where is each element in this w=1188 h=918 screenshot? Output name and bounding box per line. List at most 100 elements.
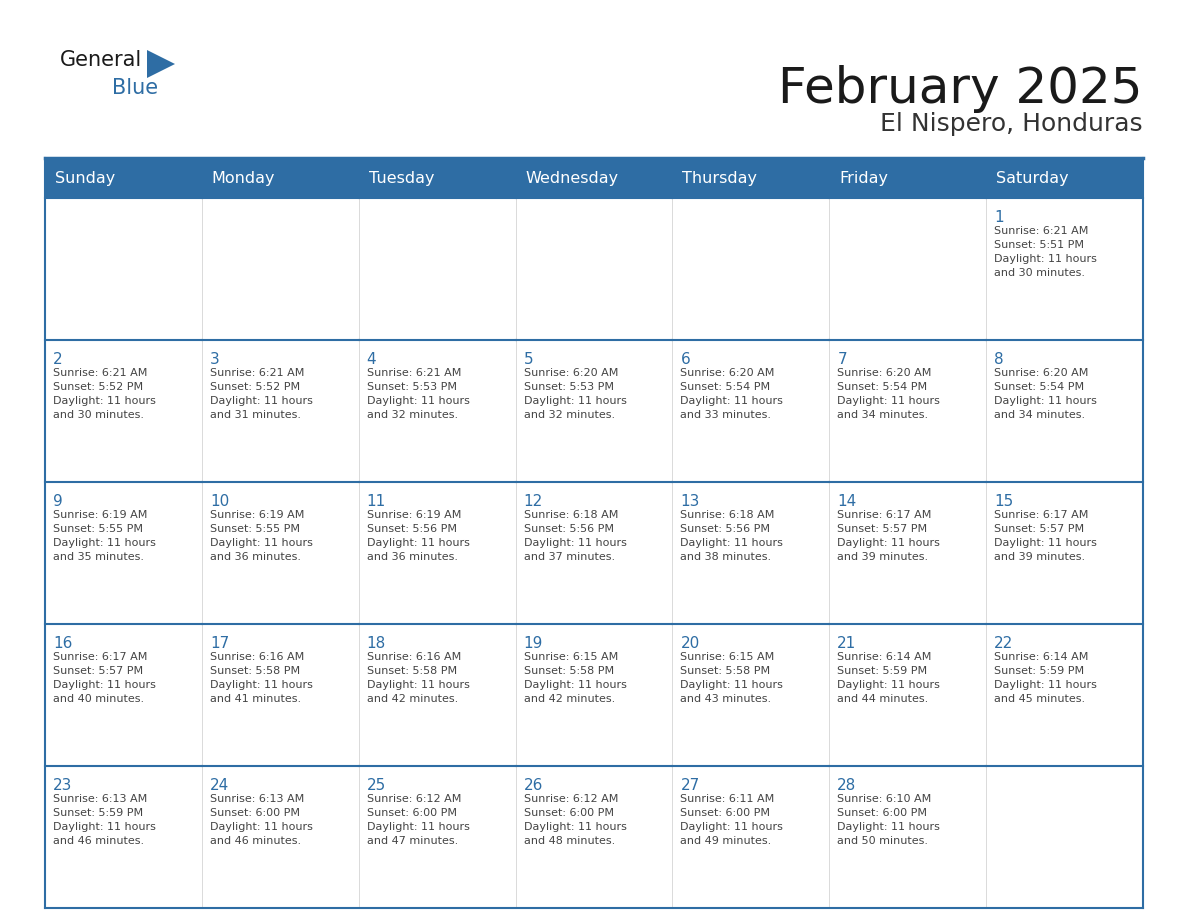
Text: Monday: Monday — [211, 171, 276, 185]
Text: Tuesday: Tuesday — [368, 171, 435, 185]
Text: 12: 12 — [524, 494, 543, 509]
Text: 10: 10 — [210, 494, 229, 509]
Text: Sunrise: 6:15 AM
Sunset: 5:58 PM
Daylight: 11 hours
and 42 minutes.: Sunrise: 6:15 AM Sunset: 5:58 PM Dayligh… — [524, 652, 626, 704]
Text: Sunrise: 6:20 AM
Sunset: 5:54 PM
Daylight: 11 hours
and 34 minutes.: Sunrise: 6:20 AM Sunset: 5:54 PM Dayligh… — [838, 368, 940, 420]
Bar — [516, 198, 672, 340]
Text: Sunrise: 6:20 AM
Sunset: 5:53 PM
Daylight: 11 hours
and 32 minutes.: Sunrise: 6:20 AM Sunset: 5:53 PM Dayligh… — [524, 368, 626, 420]
Text: El Nispero, Honduras: El Nispero, Honduras — [880, 112, 1143, 136]
Text: Sunrise: 6:19 AM
Sunset: 5:55 PM
Daylight: 11 hours
and 35 minutes.: Sunrise: 6:19 AM Sunset: 5:55 PM Dayligh… — [53, 510, 156, 562]
Bar — [202, 198, 359, 340]
Text: Sunrise: 6:21 AM
Sunset: 5:52 PM
Daylight: 11 hours
and 30 minutes.: Sunrise: 6:21 AM Sunset: 5:52 PM Dayligh… — [53, 368, 156, 420]
Text: 3: 3 — [210, 352, 220, 367]
Bar — [359, 624, 516, 766]
Text: 17: 17 — [210, 636, 229, 651]
Bar — [45, 482, 202, 624]
Bar — [45, 158, 1143, 198]
Bar — [516, 766, 672, 908]
Text: 15: 15 — [994, 494, 1013, 509]
Text: Thursday: Thursday — [682, 171, 758, 185]
Text: Sunrise: 6:10 AM
Sunset: 6:00 PM
Daylight: 11 hours
and 50 minutes.: Sunrise: 6:10 AM Sunset: 6:00 PM Dayligh… — [838, 794, 940, 846]
Text: Sunrise: 6:20 AM
Sunset: 5:54 PM
Daylight: 11 hours
and 34 minutes.: Sunrise: 6:20 AM Sunset: 5:54 PM Dayligh… — [994, 368, 1097, 420]
Text: Sunrise: 6:12 AM
Sunset: 6:00 PM
Daylight: 11 hours
and 47 minutes.: Sunrise: 6:12 AM Sunset: 6:00 PM Dayligh… — [367, 794, 469, 846]
Text: Blue: Blue — [112, 78, 158, 98]
Bar — [202, 766, 359, 908]
Text: Sunrise: 6:11 AM
Sunset: 6:00 PM
Daylight: 11 hours
and 49 minutes.: Sunrise: 6:11 AM Sunset: 6:00 PM Dayligh… — [681, 794, 783, 846]
Text: 7: 7 — [838, 352, 847, 367]
Text: 23: 23 — [53, 778, 72, 793]
Bar — [672, 766, 829, 908]
Text: 9: 9 — [53, 494, 63, 509]
Bar — [829, 766, 986, 908]
Text: Sunrise: 6:19 AM
Sunset: 5:55 PM
Daylight: 11 hours
and 36 minutes.: Sunrise: 6:19 AM Sunset: 5:55 PM Dayligh… — [210, 510, 312, 562]
Bar — [986, 198, 1143, 340]
Text: Friday: Friday — [839, 171, 889, 185]
Bar — [672, 482, 829, 624]
Text: Sunrise: 6:14 AM
Sunset: 5:59 PM
Daylight: 11 hours
and 45 minutes.: Sunrise: 6:14 AM Sunset: 5:59 PM Dayligh… — [994, 652, 1097, 704]
Bar — [829, 340, 986, 482]
Text: Sunrise: 6:16 AM
Sunset: 5:58 PM
Daylight: 11 hours
and 41 minutes.: Sunrise: 6:16 AM Sunset: 5:58 PM Dayligh… — [210, 652, 312, 704]
Text: Sunrise: 6:13 AM
Sunset: 5:59 PM
Daylight: 11 hours
and 46 minutes.: Sunrise: 6:13 AM Sunset: 5:59 PM Dayligh… — [53, 794, 156, 846]
Bar — [516, 340, 672, 482]
Text: Sunrise: 6:16 AM
Sunset: 5:58 PM
Daylight: 11 hours
and 42 minutes.: Sunrise: 6:16 AM Sunset: 5:58 PM Dayligh… — [367, 652, 469, 704]
Bar — [359, 340, 516, 482]
Text: 18: 18 — [367, 636, 386, 651]
Text: Wednesday: Wednesday — [525, 171, 619, 185]
Text: February 2025: February 2025 — [778, 65, 1143, 113]
Bar — [986, 624, 1143, 766]
Text: 22: 22 — [994, 636, 1013, 651]
Text: Sunrise: 6:17 AM
Sunset: 5:57 PM
Daylight: 11 hours
and 40 minutes.: Sunrise: 6:17 AM Sunset: 5:57 PM Dayligh… — [53, 652, 156, 704]
Text: 27: 27 — [681, 778, 700, 793]
Text: Sunrise: 6:18 AM
Sunset: 5:56 PM
Daylight: 11 hours
and 37 minutes.: Sunrise: 6:18 AM Sunset: 5:56 PM Dayligh… — [524, 510, 626, 562]
Text: Sunrise: 6:21 AM
Sunset: 5:51 PM
Daylight: 11 hours
and 30 minutes.: Sunrise: 6:21 AM Sunset: 5:51 PM Dayligh… — [994, 226, 1097, 278]
Bar — [202, 340, 359, 482]
Text: 20: 20 — [681, 636, 700, 651]
Polygon shape — [147, 50, 175, 78]
Bar — [986, 340, 1143, 482]
Text: Sunrise: 6:17 AM
Sunset: 5:57 PM
Daylight: 11 hours
and 39 minutes.: Sunrise: 6:17 AM Sunset: 5:57 PM Dayligh… — [838, 510, 940, 562]
Bar — [829, 198, 986, 340]
Bar — [359, 766, 516, 908]
Text: 28: 28 — [838, 778, 857, 793]
Text: Sunrise: 6:15 AM
Sunset: 5:58 PM
Daylight: 11 hours
and 43 minutes.: Sunrise: 6:15 AM Sunset: 5:58 PM Dayligh… — [681, 652, 783, 704]
Text: Sunrise: 6:21 AM
Sunset: 5:52 PM
Daylight: 11 hours
and 31 minutes.: Sunrise: 6:21 AM Sunset: 5:52 PM Dayligh… — [210, 368, 312, 420]
Bar — [359, 482, 516, 624]
Text: General: General — [61, 50, 143, 70]
Text: Sunrise: 6:17 AM
Sunset: 5:57 PM
Daylight: 11 hours
and 39 minutes.: Sunrise: 6:17 AM Sunset: 5:57 PM Dayligh… — [994, 510, 1097, 562]
Text: 2: 2 — [53, 352, 63, 367]
Bar — [45, 340, 202, 482]
Text: Sunrise: 6:19 AM
Sunset: 5:56 PM
Daylight: 11 hours
and 36 minutes.: Sunrise: 6:19 AM Sunset: 5:56 PM Dayligh… — [367, 510, 469, 562]
Text: 26: 26 — [524, 778, 543, 793]
Text: Sunrise: 6:20 AM
Sunset: 5:54 PM
Daylight: 11 hours
and 33 minutes.: Sunrise: 6:20 AM Sunset: 5:54 PM Dayligh… — [681, 368, 783, 420]
Text: Sunrise: 6:13 AM
Sunset: 6:00 PM
Daylight: 11 hours
and 46 minutes.: Sunrise: 6:13 AM Sunset: 6:00 PM Dayligh… — [210, 794, 312, 846]
Text: 6: 6 — [681, 352, 690, 367]
Text: Sunrise: 6:14 AM
Sunset: 5:59 PM
Daylight: 11 hours
and 44 minutes.: Sunrise: 6:14 AM Sunset: 5:59 PM Dayligh… — [838, 652, 940, 704]
Text: Sunrise: 6:18 AM
Sunset: 5:56 PM
Daylight: 11 hours
and 38 minutes.: Sunrise: 6:18 AM Sunset: 5:56 PM Dayligh… — [681, 510, 783, 562]
Bar — [672, 198, 829, 340]
Bar — [516, 624, 672, 766]
Text: 24: 24 — [210, 778, 229, 793]
Text: 21: 21 — [838, 636, 857, 651]
Bar — [45, 198, 202, 340]
Text: 5: 5 — [524, 352, 533, 367]
Bar — [202, 482, 359, 624]
Bar — [986, 766, 1143, 908]
Text: 8: 8 — [994, 352, 1004, 367]
Bar — [829, 482, 986, 624]
Bar — [672, 340, 829, 482]
Bar — [202, 624, 359, 766]
Text: 14: 14 — [838, 494, 857, 509]
Text: 1: 1 — [994, 210, 1004, 225]
Text: Sunday: Sunday — [55, 171, 115, 185]
Bar — [672, 624, 829, 766]
Bar — [359, 198, 516, 340]
Bar — [45, 624, 202, 766]
Bar — [45, 766, 202, 908]
Text: 19: 19 — [524, 636, 543, 651]
Text: 16: 16 — [53, 636, 72, 651]
Text: 11: 11 — [367, 494, 386, 509]
Text: Saturday: Saturday — [997, 171, 1069, 185]
Text: Sunrise: 6:21 AM
Sunset: 5:53 PM
Daylight: 11 hours
and 32 minutes.: Sunrise: 6:21 AM Sunset: 5:53 PM Dayligh… — [367, 368, 469, 420]
Text: Sunrise: 6:12 AM
Sunset: 6:00 PM
Daylight: 11 hours
and 48 minutes.: Sunrise: 6:12 AM Sunset: 6:00 PM Dayligh… — [524, 794, 626, 846]
Text: 4: 4 — [367, 352, 377, 367]
Bar — [829, 624, 986, 766]
